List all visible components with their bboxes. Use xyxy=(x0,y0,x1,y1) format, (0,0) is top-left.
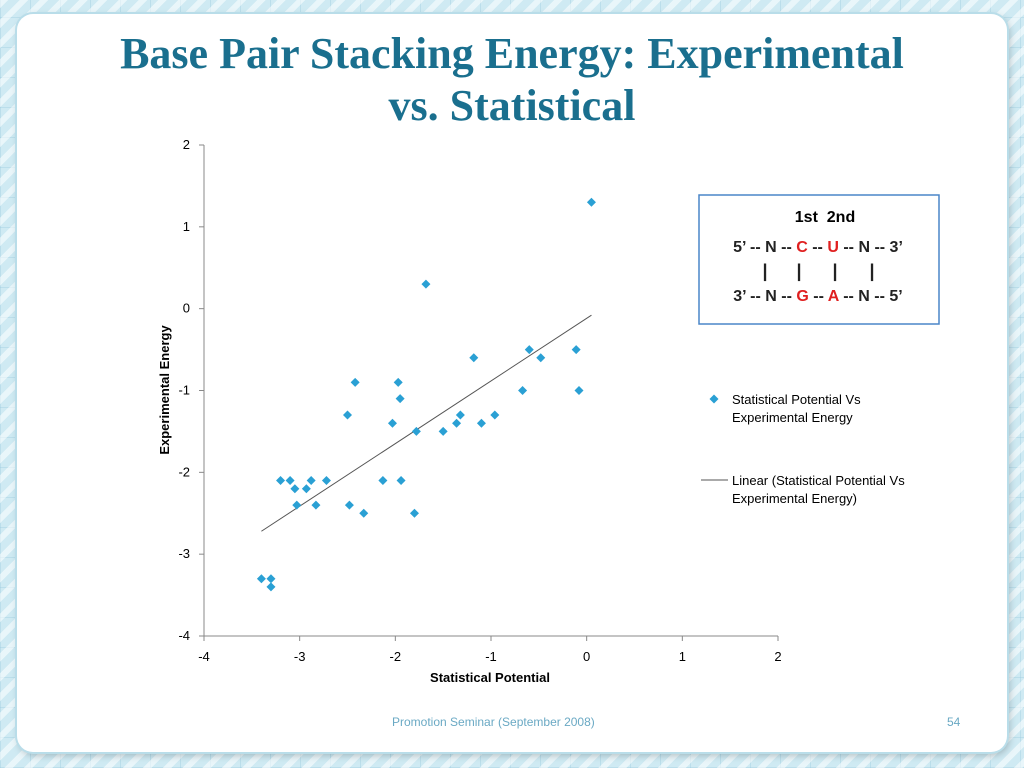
data-point xyxy=(343,410,352,420)
data-point xyxy=(301,484,311,494)
slide-title: Base Pair Stacking Energy: Experimental … xyxy=(17,28,1007,132)
diagram-header: 1st 2nd xyxy=(795,209,855,226)
data-point xyxy=(306,476,316,486)
y-tick-label: -1 xyxy=(178,383,190,398)
data-point xyxy=(290,484,300,494)
y-tick-label: -3 xyxy=(178,546,190,561)
page-number: 54 xyxy=(947,715,961,729)
data-point xyxy=(524,345,534,355)
data-point xyxy=(571,345,581,355)
x-tick-label: 2 xyxy=(774,649,781,664)
diagram-frame xyxy=(698,194,940,325)
bond-mark: | xyxy=(832,261,837,281)
data-point xyxy=(574,386,584,395)
data-point xyxy=(469,353,479,363)
data-point xyxy=(452,418,462,428)
data-point xyxy=(311,500,321,510)
data-point xyxy=(421,279,431,289)
y-axis-label: Experimental Energy xyxy=(157,325,172,455)
x-tick-label: -4 xyxy=(198,649,210,664)
data-point xyxy=(438,426,448,436)
data-point xyxy=(350,377,360,387)
trend-line xyxy=(261,314,592,532)
bond-mark: | xyxy=(869,261,874,281)
title-line-1: Base Pair Stacking Energy: Experimental xyxy=(120,29,904,78)
data-point xyxy=(409,508,419,518)
data-point xyxy=(476,418,486,428)
data-point xyxy=(393,377,403,387)
data-point xyxy=(387,418,397,428)
legend: Statistical Potential Vs Experimental En… xyxy=(701,392,908,506)
top-strand: 5’ -- N -- C -- U -- N -- 3’ xyxy=(733,239,903,256)
base-pair-diagram: 1st 2nd 5’ -- N -- C -- U -- N -- 3’ | | |… xyxy=(698,194,940,325)
data-point xyxy=(586,197,596,207)
y-tick-label: 1 xyxy=(183,219,190,234)
data-point xyxy=(395,394,405,404)
data-point xyxy=(276,476,286,486)
data-point xyxy=(411,426,421,436)
title-line-2: vs. Statistical xyxy=(388,81,636,130)
data-point xyxy=(344,500,354,510)
data-point xyxy=(285,476,295,486)
bond-mark: | xyxy=(762,261,767,281)
data-point xyxy=(292,500,302,510)
legend-marker-scatter xyxy=(709,394,719,404)
data-point xyxy=(518,386,528,395)
slide: Base Pair Stacking Energy: Experimental … xyxy=(17,14,1007,752)
data-point xyxy=(266,574,276,584)
y-tick-label: 2 xyxy=(183,137,190,152)
chart-axes: -4 -3 -2 -1 0 1 2 -4 -3 -2 -1 0 1 2 xyxy=(178,137,781,664)
bond-mark: | xyxy=(796,261,801,281)
x-tick-label: -3 xyxy=(294,649,306,664)
data-point xyxy=(455,410,465,420)
data-point xyxy=(378,476,388,486)
data-points xyxy=(256,197,596,592)
data-point xyxy=(396,476,406,486)
data-point xyxy=(490,410,500,420)
legend-label-scatter: Statistical Potential Vs Experimental En… xyxy=(732,392,864,425)
data-point xyxy=(321,476,331,486)
x-tick-label: -2 xyxy=(390,649,402,664)
y-tick-label: -4 xyxy=(178,628,190,643)
x-axis-label: Statistical Potential xyxy=(430,670,550,685)
base-pair-bonds: | | | | xyxy=(762,261,874,281)
data-point xyxy=(256,574,266,584)
x-tick-label: 0 xyxy=(583,649,590,664)
bottom-strand: 3’ -- N -- G -- A -- N -- 5’ xyxy=(733,288,903,305)
trend-line-group xyxy=(261,314,592,532)
footer-text: Promotion Seminar (September 2008) xyxy=(392,715,595,729)
data-point xyxy=(536,353,546,363)
x-tick-label: 1 xyxy=(679,649,686,664)
data-point xyxy=(359,508,369,518)
y-tick-label: 0 xyxy=(183,301,190,316)
data-point xyxy=(266,582,276,592)
x-tick-label: -1 xyxy=(485,649,497,664)
legend-label-line: Linear (Statistical Potential Vs Experim… xyxy=(732,473,908,506)
y-tick-label: -2 xyxy=(178,464,190,479)
